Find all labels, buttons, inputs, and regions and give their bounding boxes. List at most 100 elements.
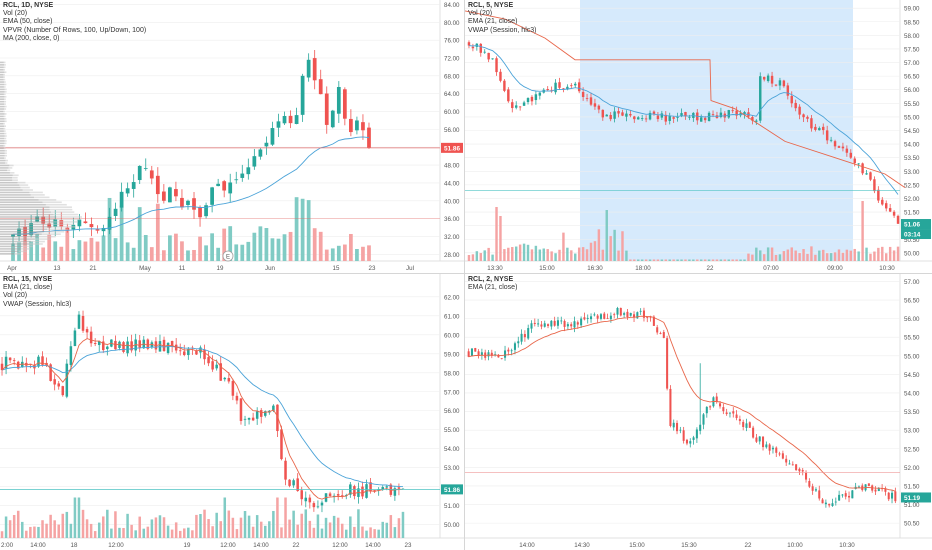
- volume-bar: [688, 259, 691, 261]
- candle-body: [553, 320, 556, 326]
- candle-body: [174, 344, 178, 351]
- volume-bar: [53, 241, 58, 261]
- candle-body: [198, 207, 202, 218]
- candle-body: [563, 320, 566, 327]
- vpvr-bar: [49, 208, 73, 211]
- vpvr-bar: [0, 216, 57, 218]
- candle-body: [755, 437, 758, 442]
- candle-body: [369, 482, 372, 492]
- vpvr-bar: [12, 174, 19, 177]
- candle-body: [47, 223, 52, 228]
- volume-bar: [676, 259, 679, 261]
- candle-body: [222, 181, 227, 191]
- vpvr-bar: [0, 218, 56, 221]
- candle-body: [616, 308, 619, 315]
- candle-body: [89, 224, 94, 228]
- candle-body: [149, 170, 154, 179]
- volume-bar: [397, 518, 401, 538]
- candle-body: [170, 340, 174, 347]
- vpvr-bar: [3, 76, 5, 78]
- volume-bar: [522, 243, 526, 261]
- candle-body: [304, 497, 308, 502]
- candle-body: [234, 179, 239, 181]
- volume-bar: [204, 245, 208, 261]
- candle-body: [480, 352, 483, 356]
- volume-bar: [85, 519, 89, 538]
- candle-body: [692, 437, 695, 440]
- volume-bar: [154, 517, 158, 538]
- y-tick-label: 57.00: [444, 389, 460, 396]
- vpvr-bar: [0, 189, 23, 191]
- volume-bar: [215, 512, 218, 538]
- pane-divider-vertical[interactable]: [464, 0, 465, 550]
- candle-body: [676, 422, 679, 432]
- chart-pane-2m[interactable]: RCL, 2, NYSE EMA (21, close) 57.00 56.50 5…: [465, 274, 932, 550]
- volume-bar: [77, 497, 81, 538]
- candle-body: [711, 114, 715, 115]
- candle-body: [342, 89, 347, 119]
- candle-body: [101, 227, 106, 232]
- candle-body: [514, 105, 518, 108]
- vpvr-bar: [38, 235, 56, 238]
- volume-bar: [766, 247, 770, 261]
- vpvr-bar: [0, 169, 8, 172]
- vpvr-bar: [3, 73, 5, 76]
- vpvr-bar: [20, 248, 31, 250]
- volume-bar: [609, 236, 612, 261]
- candle-body: [834, 501, 837, 503]
- vpvr-bar: [22, 245, 33, 248]
- candle-body: [685, 439, 688, 444]
- vpvr-bar: [0, 78, 4, 81]
- y-tick-label: 58.00: [904, 33, 920, 40]
- y-tick-label: 57.50: [904, 46, 920, 53]
- candle-body: [503, 80, 506, 91]
- volume-bar: [53, 520, 56, 538]
- volume-bar: [542, 248, 545, 261]
- volume-bar: [633, 259, 636, 261]
- candle-body: [543, 323, 546, 327]
- vpvr-bar: [0, 248, 21, 250]
- candle-body: [725, 412, 728, 415]
- candle-body: [766, 75, 770, 82]
- candle-body: [288, 115, 293, 124]
- x-tick-label: 23: [369, 265, 376, 272]
- candle-body: [727, 110, 730, 118]
- candle-body: [703, 117, 707, 121]
- volume-bar: [280, 527, 283, 538]
- candle-body: [755, 120, 758, 122]
- volume-bar: [491, 254, 494, 261]
- volume-bar: [711, 259, 715, 261]
- candle-body: [599, 314, 602, 319]
- volume-bar: [794, 250, 797, 261]
- candle-body: [648, 112, 652, 120]
- candle-body: [527, 328, 530, 339]
- chart-pane-15m[interactable]: RCL, 15, NYSE EMA (21, close) Vol (20) V…: [0, 274, 464, 550]
- vpvr-bar: [0, 105, 5, 108]
- vpvr-bar: [0, 159, 6, 162]
- volume-bar: [183, 528, 186, 538]
- x-tick-label: 16:30: [587, 265, 603, 272]
- volume-bar: [546, 249, 549, 261]
- vpvr-bar: [0, 243, 30, 245]
- chart-pane-5m[interactable]: RCL, 5, NYSE Vol (20) EMA (21, close) VW…: [465, 0, 932, 273]
- legend-title: RCL, 5, NYSE: [468, 2, 514, 9]
- volume-bar: [258, 226, 263, 261]
- vpvr-bar: [0, 162, 6, 164]
- volume-bar: [345, 529, 348, 538]
- candle-body: [113, 208, 118, 216]
- candle-body: [818, 128, 821, 131]
- candle-body: [688, 116, 691, 118]
- volume-bar: [621, 231, 624, 261]
- vpvr-bar: [0, 253, 15, 255]
- candle-body: [467, 42, 471, 46]
- vpvr-bar: [18, 250, 28, 253]
- volume-bar: [585, 249, 589, 261]
- volume-bar: [83, 241, 88, 261]
- volume-bar: [664, 259, 668, 261]
- candle-body: [118, 341, 121, 348]
- chart-pane-1d[interactable]: RCL, 1D, NYSE Vol (20) EMA (50, close) V…: [0, 0, 464, 273]
- price-tag-label: 51.06: [904, 222, 920, 229]
- volume-bar: [191, 530, 194, 538]
- pane-divider-horizontal[interactable]: [0, 273, 932, 274]
- candle-body: [272, 405, 275, 412]
